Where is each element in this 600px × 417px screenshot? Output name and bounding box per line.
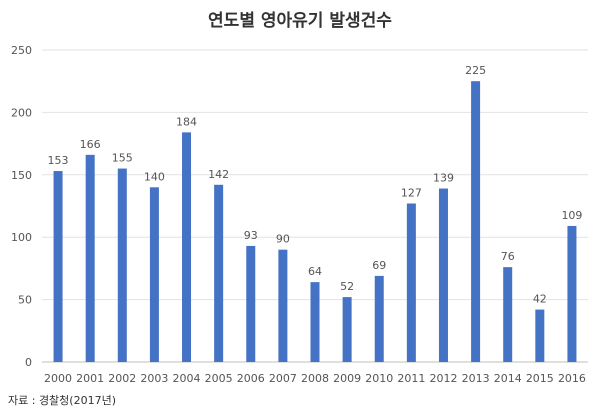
- x-tick-label-2016: 2016: [558, 372, 586, 385]
- bar-2004: [182, 132, 192, 362]
- data-label-2003: 140: [144, 170, 165, 183]
- x-tick-label-2007: 2007: [269, 372, 297, 385]
- bar-2003: [149, 187, 159, 362]
- x-tick-label-2000: 2000: [44, 372, 72, 385]
- x-tick-label-2003: 2003: [140, 372, 168, 385]
- bar-2002: [117, 168, 127, 362]
- bar-2016: [567, 225, 577, 362]
- bar-2009: [342, 297, 352, 362]
- x-tick-label-2008: 2008: [301, 372, 329, 385]
- x-tick-label-2014: 2014: [494, 372, 522, 385]
- bar-2007: [278, 249, 288, 362]
- bar-2015: [535, 309, 545, 362]
- y-tick-label: 250: [11, 44, 32, 57]
- bars: [53, 81, 577, 362]
- data-label-2014: 76: [501, 250, 515, 263]
- data-label-2015: 42: [533, 293, 547, 306]
- x-tick-label-2015: 2015: [526, 372, 554, 385]
- x-tick-label-2010: 2010: [365, 372, 393, 385]
- bar-2006: [246, 245, 256, 362]
- x-tick-label-2006: 2006: [237, 372, 265, 385]
- y-tick-label: 50: [18, 294, 32, 307]
- data-label-2006: 93: [244, 229, 258, 242]
- y-axis: 0 50 100 150 200 250: [11, 44, 32, 369]
- bar-2010: [374, 275, 384, 362]
- x-tick-label-2009: 2009: [333, 372, 361, 385]
- bar-2001: [85, 154, 95, 362]
- data-labels: 153 166 155 140 184 142 93 90 64 52 69 127 139 225 76 4…: [48, 64, 583, 305]
- x-tick-label-2012: 2012: [429, 372, 457, 385]
- data-label-2011: 127: [401, 187, 422, 200]
- x-tick-label-2013: 2013: [462, 372, 490, 385]
- x-tick-label-2002: 2002: [108, 372, 136, 385]
- bar-2011: [406, 203, 416, 362]
- source-note: 자료 : 경찰청(2017년): [8, 394, 116, 407]
- x-axis: 2000 2001 2002 2003 2004 2005 2006 2007 2008 2009…: [44, 372, 586, 385]
- bar-2000: [53, 171, 63, 362]
- bar-2005: [214, 184, 224, 362]
- data-label-2001: 166: [80, 138, 101, 151]
- x-tick-label-2004: 2004: [173, 372, 201, 385]
- data-label-2000: 153: [48, 154, 69, 167]
- x-tick-label-2011: 2011: [397, 372, 425, 385]
- data-label-2012: 139: [433, 172, 454, 185]
- gridlines: [42, 49, 588, 363]
- bar-2012: [438, 188, 448, 362]
- bar-2014: [503, 267, 513, 362]
- data-label-2004: 184: [176, 115, 197, 128]
- y-tick-label: 200: [11, 106, 32, 119]
- data-label-2002: 155: [112, 152, 133, 165]
- chart-title: 연도별 영아유기 발생건수: [208, 11, 392, 31]
- bar-2013: [471, 81, 481, 362]
- bar-2008: [310, 282, 320, 362]
- y-tick-label: 150: [11, 169, 32, 182]
- data-label-2008: 64: [308, 265, 322, 278]
- data-label-2016: 109: [561, 209, 582, 222]
- data-label-2007: 90: [276, 233, 290, 246]
- data-label-2009: 52: [340, 280, 354, 293]
- data-label-2010: 69: [372, 259, 386, 272]
- x-tick-label-2005: 2005: [205, 372, 233, 385]
- y-tick-label: 100: [11, 231, 32, 244]
- data-label-2013: 225: [465, 64, 486, 77]
- data-label-2005: 142: [208, 168, 229, 181]
- x-tick-label-2001: 2001: [76, 372, 104, 385]
- y-tick-label: 0: [25, 356, 32, 369]
